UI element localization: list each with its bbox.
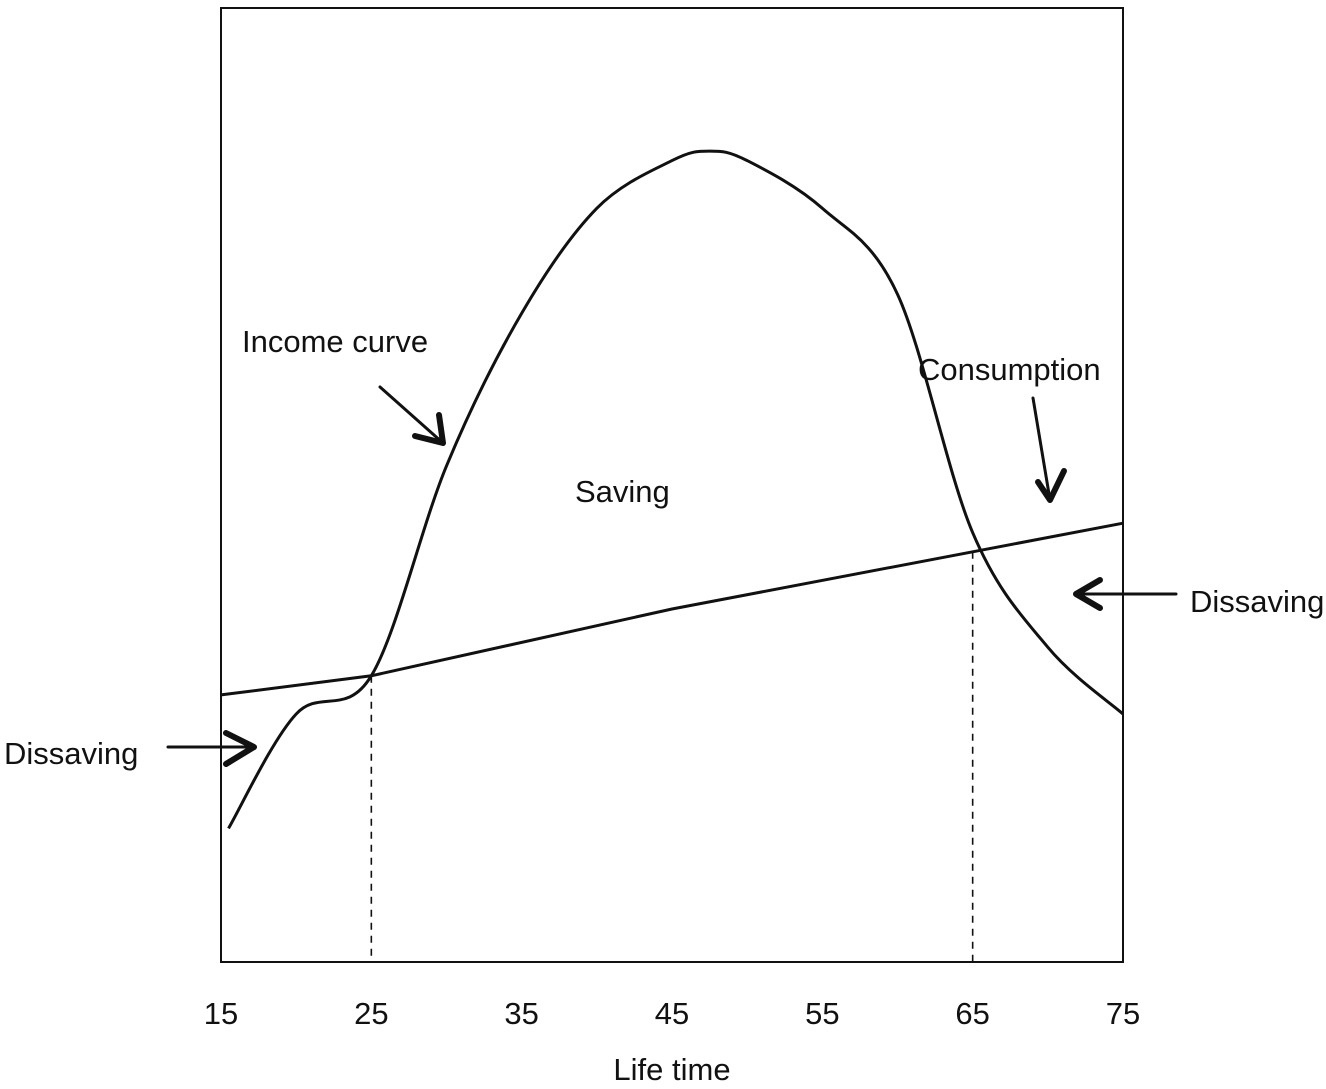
x-tick-label-15: 15 <box>204 996 238 1031</box>
x-tick-label-35: 35 <box>504 996 538 1031</box>
saving-label: Saving <box>575 474 670 509</box>
x-axis-tick-labels: 15 25 35 45 55 65 75 <box>204 996 1140 1031</box>
x-axis-label: Life time <box>613 1052 730 1087</box>
x-tick-label-55: 55 <box>805 996 839 1031</box>
plot-frame <box>220 7 1124 963</box>
dissaving-left-arrow <box>166 730 257 767</box>
dissaving-right-label: Dissaving <box>1190 584 1324 619</box>
income-curve-label: Income curve <box>242 324 428 359</box>
dissaving-right-arrow <box>1073 577 1178 611</box>
consumption-line <box>220 521 1124 697</box>
income-curve-line <box>227 149 1125 830</box>
income-curve-arrow <box>378 385 446 446</box>
consumption-label: Consumption <box>918 352 1101 387</box>
consumption-arrow <box>1031 396 1067 503</box>
x-tick-label-45: 45 <box>655 996 689 1031</box>
x-tick-label-75: 75 <box>1106 996 1140 1031</box>
x-tick-label-25: 25 <box>354 996 388 1031</box>
dissaving-left-label: Dissaving <box>4 736 138 771</box>
x-tick-label-65: 65 <box>955 996 989 1031</box>
